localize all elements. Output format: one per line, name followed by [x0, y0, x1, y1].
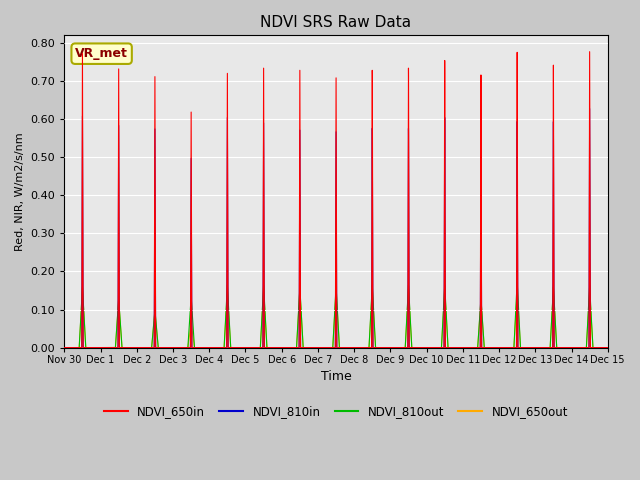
X-axis label: Time: Time [321, 370, 351, 383]
Y-axis label: Red, NIR, W/m2/s/nm: Red, NIR, W/m2/s/nm [15, 132, 25, 251]
Legend: NDVI_650in, NDVI_810in, NDVI_810out, NDVI_650out: NDVI_650in, NDVI_810in, NDVI_810out, NDV… [99, 400, 573, 423]
Text: VR_met: VR_met [76, 47, 128, 60]
Title: NDVI SRS Raw Data: NDVI SRS Raw Data [260, 15, 412, 30]
